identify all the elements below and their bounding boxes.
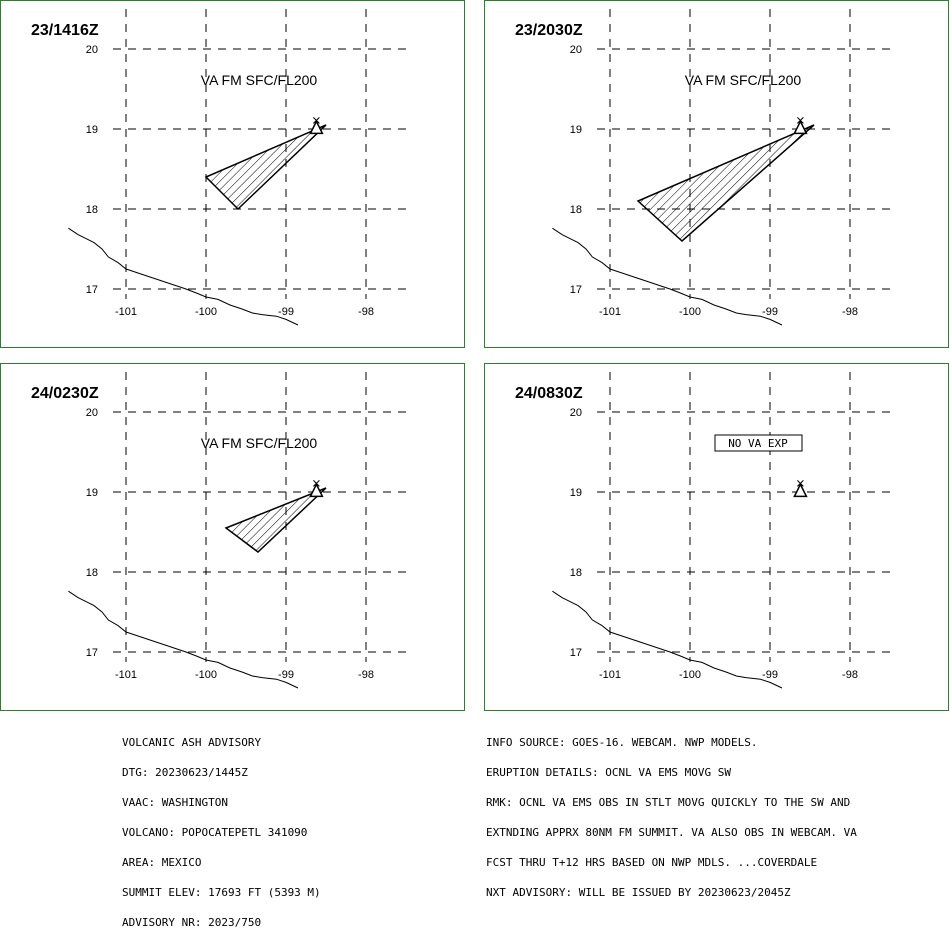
graticule <box>597 372 897 662</box>
panel-annotation: VA FM SFC/FL200 <box>201 72 318 88</box>
volcano-icon <box>793 480 808 498</box>
forecast-panel-3: 20 19 18 17 -101 -100 -99 -98 24/0230Z VA FM SFC/… <box>0 363 465 711</box>
panel-annotation: NO VA EXP <box>728 437 788 450</box>
advisory-eruption-details: ERUPTION DETAILS: OCNL VA EMS MOVG SW <box>486 766 732 779</box>
panel-annotation: VA FM SFC/FL200 <box>201 435 318 451</box>
graticule <box>113 9 413 299</box>
latitude-label: 20 <box>86 407 98 419</box>
longitude-label: -99 <box>278 669 294 681</box>
longitude-label: -100 <box>679 306 701 318</box>
panel-time-label: 23/2030Z <box>515 22 583 39</box>
latitude-label: 19 <box>86 487 98 499</box>
latitude-label: 17 <box>570 284 582 296</box>
advisory-details-block: INFO SOURCE: GOES-16. WEBCAM. NWP MODELS… <box>486 718 857 908</box>
coastline <box>552 590 783 689</box>
advisory-volcano: VOLCANO: POPOCATEPETL 341090 <box>122 826 308 839</box>
map-canvas: 20 19 18 17 -101 -100 -99 -98 23/1416Z VA FM SFC/… <box>31 9 413 326</box>
map-canvas: 20 19 18 17 -101 -100 -99 -98 23/2030Z VA FM SFC/… <box>515 9 897 326</box>
latitude-label: 19 <box>570 487 582 499</box>
longitude-label: -101 <box>115 306 137 318</box>
latitude-label: 18 <box>570 567 582 579</box>
volcano-icon <box>793 117 808 135</box>
map-canvas: 20 19 18 17 -101 -100 -99 -98 24/0230Z VA FM SFC/… <box>31 372 413 689</box>
latitude-label: 19 <box>570 124 582 136</box>
advisory-header-block: VOLCANIC ASH ADVISORY DTG: 20230623/1445… <box>122 718 321 938</box>
coastline <box>552 227 783 326</box>
latitude-label: 18 <box>86 567 98 579</box>
longitude-label: -99 <box>278 306 294 318</box>
latitude-label: 17 <box>86 284 98 296</box>
volcano-icon <box>309 117 324 135</box>
volcano-icon <box>309 480 324 498</box>
longitude-label: -98 <box>358 306 374 318</box>
latitude-label: 20 <box>570 407 582 419</box>
latitude-label: 20 <box>570 44 582 56</box>
longitude-label: -100 <box>195 669 217 681</box>
longitude-label: -101 <box>599 669 621 681</box>
advisory-number: ADVISORY NR: 2023/750 <box>122 916 262 929</box>
graticule <box>113 372 413 662</box>
panel-time-label: 24/0830Z <box>515 385 583 402</box>
advisory-remarks-line-3: FCST THRU T+12 HRS BASED ON NWP MDLS. ..… <box>486 856 818 869</box>
longitude-label: -101 <box>115 669 137 681</box>
advisory-summit-elev: SUMMIT ELEV: 17693 FT (5393 M) <box>122 886 321 899</box>
latitude-label: 18 <box>86 204 98 216</box>
panel-annotation: VA FM SFC/FL200 <box>685 72 802 88</box>
advisory-vaac: VAAC: WASHINGTON <box>122 796 228 809</box>
advisory-remarks-line-1: RMK: OCNL VA EMS OBS IN STLT MOVG QUICKL… <box>486 796 851 809</box>
longitude-label: -101 <box>599 306 621 318</box>
forecast-panel-1: 20 19 18 17 -101 -100 -99 -98 23/1416Z VA FM SFC/… <box>0 0 465 348</box>
ash-cloud-polygon <box>636 124 815 243</box>
advisory-dtg: DTG: 20230623/1445Z <box>122 766 248 779</box>
longitude-label: -99 <box>762 306 778 318</box>
latitude-label: 20 <box>86 44 98 56</box>
map-canvas: 20 19 18 17 -101 -100 -99 -98 24/0830Z NO VA EXP <box>515 372 897 689</box>
ash-cloud-polygon <box>224 487 327 553</box>
ash-cloud-polygon <box>204 124 327 211</box>
advisory-next-advisory: NXT ADVISORY: WILL BE ISSUED BY 20230623… <box>486 886 791 899</box>
latitude-label: 19 <box>86 124 98 136</box>
longitude-label: -99 <box>762 669 778 681</box>
advisory-remarks-line-2: EXTNDING APPRX 80NM FM SUMMIT. VA ALSO O… <box>486 826 857 839</box>
panel-time-label: 23/1416Z <box>31 22 99 39</box>
latitude-label: 17 <box>86 647 98 659</box>
latitude-label: 17 <box>570 647 582 659</box>
advisory-area: AREA: MEXICO <box>122 856 202 869</box>
longitude-label: -100 <box>195 306 217 318</box>
longitude-label: -98 <box>842 306 858 318</box>
panel-time-label: 24/0230Z <box>31 385 99 402</box>
coastline <box>68 590 299 689</box>
annotation-box: NO VA EXP <box>714 434 803 452</box>
latitude-label: 18 <box>570 204 582 216</box>
longitude-label: -98 <box>842 669 858 681</box>
longitude-label: -98 <box>358 669 374 681</box>
longitude-label: -100 <box>679 669 701 681</box>
coastline <box>68 227 299 326</box>
forecast-panel-2: 20 19 18 17 -101 -100 -99 -98 23/2030Z VA FM SFC/… <box>484 0 949 348</box>
advisory-title: VOLCANIC ASH ADVISORY <box>122 736 262 749</box>
advisory-info-source: INFO SOURCE: GOES-16. WEBCAM. NWP MODELS… <box>486 736 758 749</box>
forecast-panel-4: 20 19 18 17 -101 -100 -99 -98 24/0830Z NO VA EXP <box>484 363 949 711</box>
